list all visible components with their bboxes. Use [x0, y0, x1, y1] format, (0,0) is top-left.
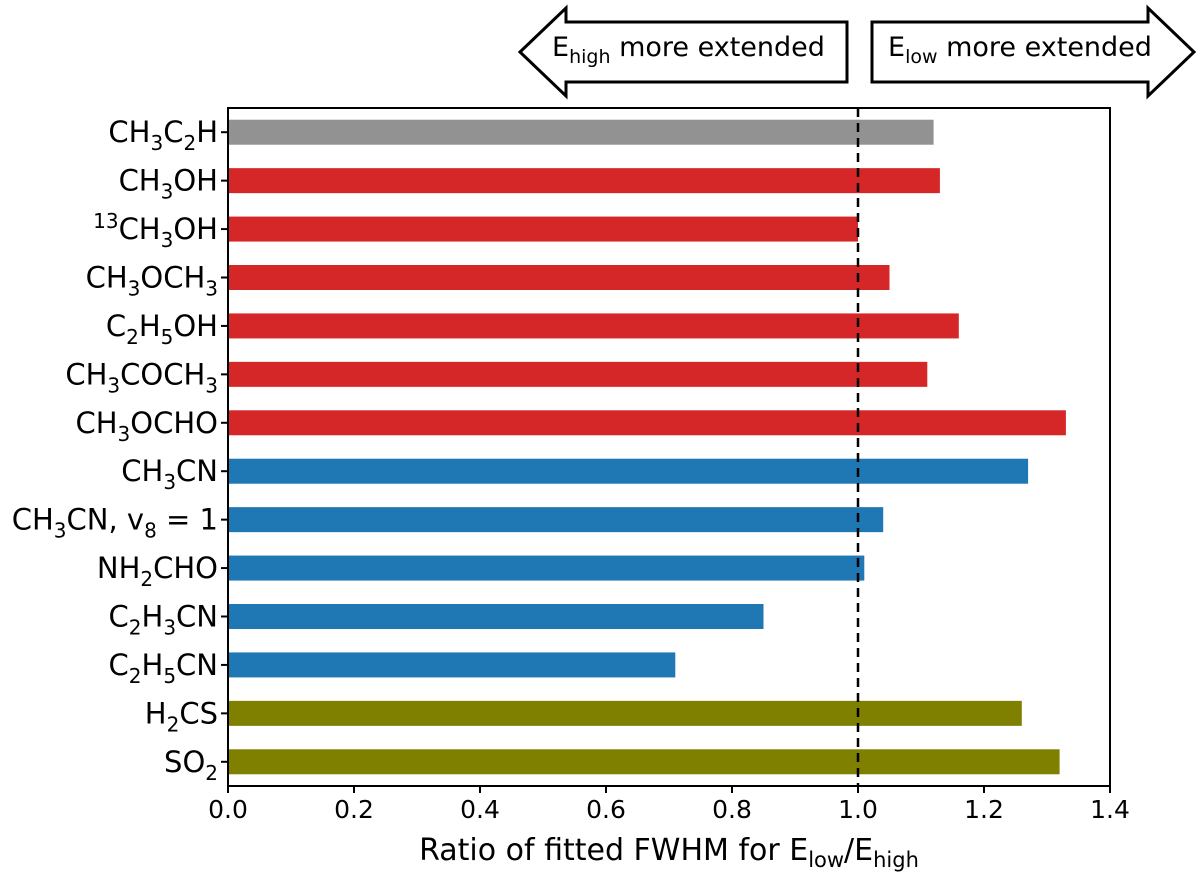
x-tick-label: 0.6	[586, 795, 626, 824]
y-tick-label: C2H5OH	[106, 309, 218, 349]
x-tick-label: 1.2	[964, 795, 1004, 824]
x-ticks: 0.0 0.2 0.4 0.6 0.8 1.0 1.2 1.4	[208, 786, 1130, 824]
y-tick-label: NH2CHO	[97, 551, 218, 591]
left-arrow-annotation: Ehigh more extended	[517, 4, 849, 100]
bar-4	[228, 313, 959, 339]
bar-11	[228, 652, 676, 678]
x-tick-label: 0.0	[208, 795, 248, 824]
right-arrow-annotation: Elow more extended	[870, 4, 1197, 100]
y-tick-label: CH3C2H	[108, 115, 218, 155]
y-tick-label: 13CH3OH	[93, 209, 218, 252]
bar-7	[228, 458, 1029, 484]
bar-13	[228, 749, 1060, 775]
left-arrow-text: Ehigh more extended	[552, 32, 825, 68]
bars-layer	[228, 119, 1066, 775]
bar-2	[228, 216, 858, 242]
y-tick-label: C2H3CN	[109, 600, 218, 640]
y-tick-label: SO2	[164, 745, 218, 785]
bar-3	[228, 265, 890, 290]
x-tick-label: 0.2	[334, 795, 374, 824]
y-tick-label: CH3COCH3	[65, 357, 218, 397]
y-tick-labels: CH3C2H CH3OH 13CH3OH CH3OCH3 C2H5OH CH3COCH3 C…	[12, 115, 228, 785]
bar-10	[228, 604, 764, 629]
bar-6	[228, 410, 1066, 436]
x-tick-label: 1.0	[838, 795, 878, 824]
x-tick-label: 1.4	[1090, 795, 1130, 824]
left-arrow-shape	[517, 4, 849, 100]
right-arrow-shape	[870, 4, 1197, 100]
y-tick-label: CH3OCH3	[86, 261, 218, 301]
bar-1	[228, 168, 940, 194]
y-tick-label: CH3CN	[121, 454, 218, 494]
plot-frame	[227, 107, 1111, 787]
x-tick-label: 0.8	[712, 795, 752, 824]
y-tick-label: C2H5CN	[109, 648, 218, 688]
y-tick-label: CH3OH	[119, 164, 218, 204]
y-tick-label: H2CS	[145, 696, 218, 736]
bar-12	[228, 700, 1022, 726]
y-tick-label: CH3CN, v8 = 1	[12, 503, 218, 543]
bar-9	[228, 555, 865, 581]
bar-8	[228, 507, 884, 533]
x-axis-label: Ratio of fitted FWHM for Elow/Ehigh	[419, 833, 919, 872]
bar-5	[228, 361, 928, 387]
bar-0	[228, 119, 934, 145]
x-tick-label: 0.4	[460, 795, 500, 824]
y-tick-label: CH3OCHO	[75, 406, 218, 446]
